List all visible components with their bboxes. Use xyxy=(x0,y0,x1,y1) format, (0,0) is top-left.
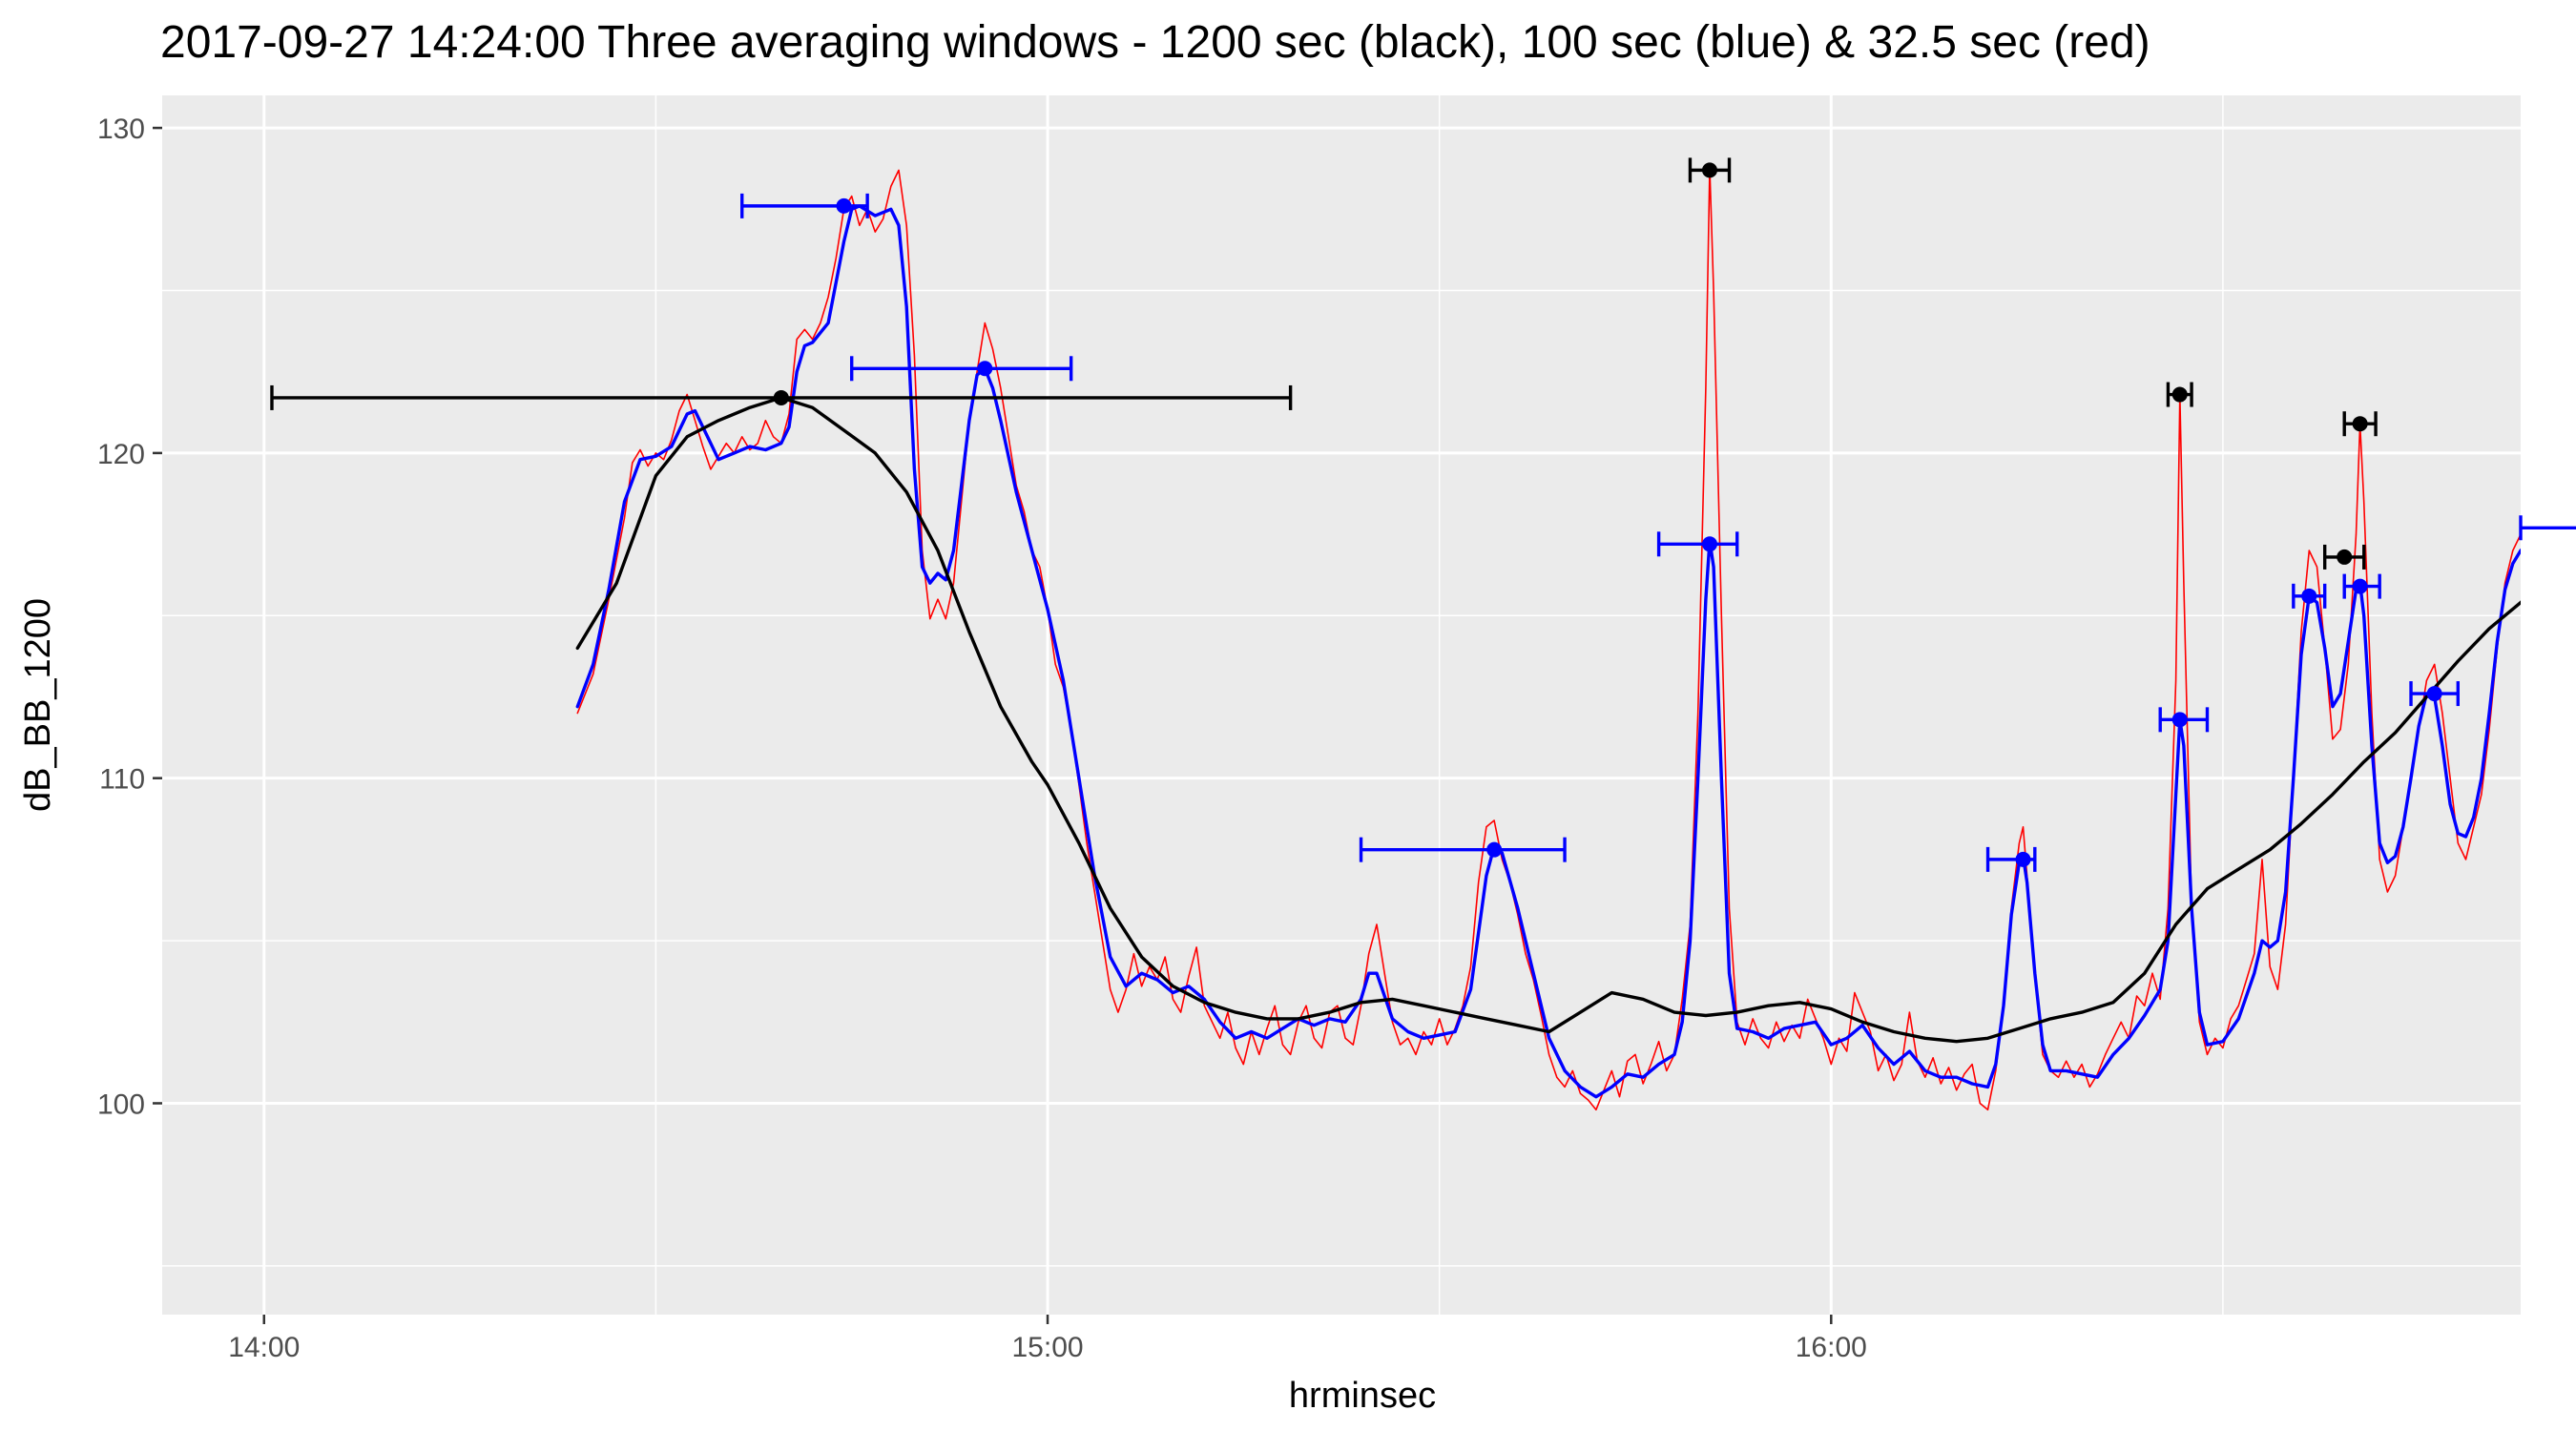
error-bar-5 xyxy=(2342,411,2378,437)
y-tick-label: 100 xyxy=(97,1089,145,1120)
error-bar-point xyxy=(2171,386,2188,403)
x-axis: 14:00 15:00 16:00 xyxy=(228,1315,1867,1363)
error-bar-1 xyxy=(270,384,1293,410)
x-axis-title: hrminsec xyxy=(1289,1376,1436,1416)
error-bar-3 xyxy=(2166,382,2193,407)
error-bar-12 xyxy=(2292,583,2327,609)
series-line-3 xyxy=(575,396,2521,1044)
errorbar-layer xyxy=(270,157,2576,872)
minor-gridlines xyxy=(162,95,2521,1315)
error-bar-point xyxy=(2352,416,2368,432)
y-tick-label: 120 xyxy=(97,439,145,470)
x-tick-label: 15:00 xyxy=(1011,1332,1083,1363)
y-axis: 100 110 120 130 xyxy=(97,114,162,1120)
error-bar-point xyxy=(836,197,852,214)
error-bar-15 xyxy=(2519,515,2576,541)
error-bar-14 xyxy=(2409,681,2460,707)
error-bar-point xyxy=(2015,851,2031,867)
error-bar-4 xyxy=(2322,544,2366,570)
x-tick-label: 14:00 xyxy=(228,1332,300,1363)
error-bar-point xyxy=(1701,162,1717,178)
major-gridlines xyxy=(162,95,2521,1315)
chart-title: 2017-09-27 14:24:00 Three averaging wind… xyxy=(160,17,2150,68)
y-tick-label: 130 xyxy=(97,114,145,145)
y-tick-label: 110 xyxy=(99,764,145,796)
error-bar-point xyxy=(773,389,789,405)
x-tick-label: 16:00 xyxy=(1796,1332,1867,1363)
error-bar-2 xyxy=(1688,157,1732,183)
error-bar-8 xyxy=(1359,837,1567,862)
error-bar-point xyxy=(2337,549,2353,565)
error-bar-point xyxy=(2301,588,2317,604)
error-bar-10 xyxy=(1985,846,2037,872)
error-bar-point xyxy=(1486,841,1503,858)
error-bar-11 xyxy=(2158,707,2210,733)
y-axis-title: dB_BB_1200 xyxy=(18,598,58,812)
error-bar-point xyxy=(2171,712,2188,728)
error-bar-point xyxy=(1701,536,1717,552)
error-bar-7 xyxy=(850,356,1073,382)
error-bar-point xyxy=(2352,578,2368,594)
error-bar-point xyxy=(2426,686,2442,702)
error-bar-6 xyxy=(740,193,869,218)
error-bar-13 xyxy=(2342,573,2381,599)
plot-panel xyxy=(162,95,2521,1315)
error-bar-point xyxy=(977,361,993,377)
error-bar-9 xyxy=(1656,531,1739,557)
